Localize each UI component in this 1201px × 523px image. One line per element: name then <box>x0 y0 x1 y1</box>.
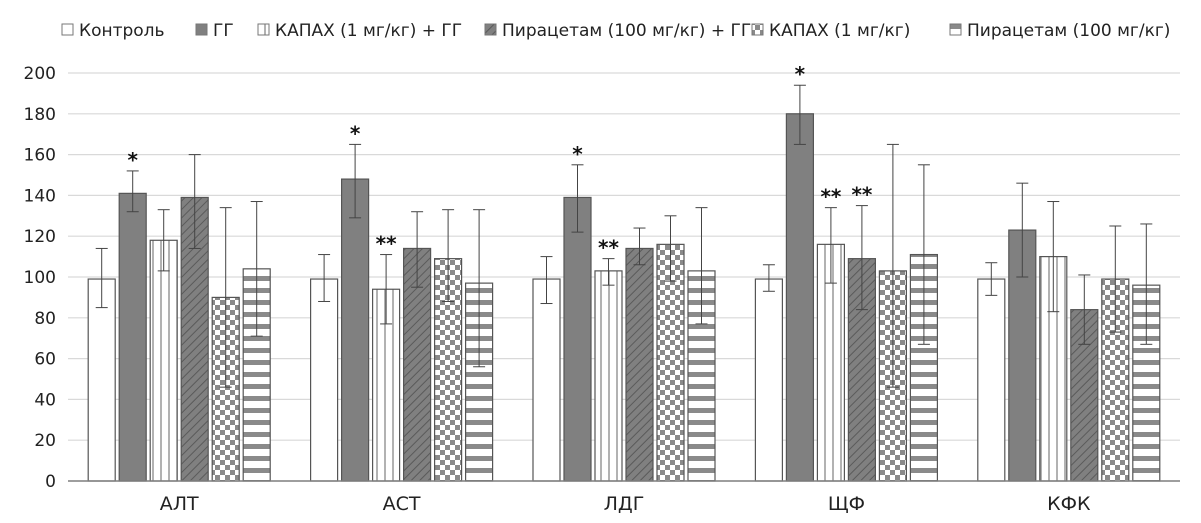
significance-mark: ** <box>820 185 841 209</box>
legend-label: Пирацетам (100 мг/кг) <box>967 21 1170 41</box>
legend-swatch-horizontal <box>949 23 962 36</box>
bar <box>563 196 592 482</box>
bar <box>625 247 654 482</box>
bar <box>118 192 147 482</box>
bar-group-2: *** <box>532 142 716 482</box>
legend-swatch-diagonal <box>484 23 497 36</box>
significance-mark: ** <box>851 183 872 207</box>
y-tick-label: 160 <box>24 146 56 166</box>
legend-swatch-solid <box>195 23 208 36</box>
legend-label: Контроль <box>79 21 165 41</box>
legend-label: КАПАХ (1 мг/кг) + ГГ <box>275 21 462 41</box>
y-tick-label: 40 <box>34 390 56 410</box>
legend-label: ГГ <box>213 21 234 41</box>
bar <box>594 270 623 482</box>
bar <box>341 178 370 482</box>
bar <box>310 278 339 482</box>
y-tick-label: 120 <box>24 227 56 247</box>
y-tick-label: 100 <box>24 268 56 288</box>
bar <box>785 113 815 482</box>
bar <box>754 278 784 482</box>
bar-group-4 <box>977 182 1161 482</box>
y-tick-label: 140 <box>24 186 56 206</box>
significance-mark: ** <box>376 232 397 256</box>
significance-mark: * <box>127 148 138 172</box>
legend: Контроль ГГ КАПАХ (1 мг/кг) + ГГ Пирацетам … <box>61 21 1170 41</box>
y-tick-label: 180 <box>24 105 56 125</box>
legend-swatch-vertical <box>257 23 270 36</box>
x-axis: АЛТ АСТ ЛДГ ЩФ КФК <box>68 480 1180 515</box>
y-tick-label: 80 <box>34 309 56 329</box>
bar <box>1132 284 1161 482</box>
significance-mark: * <box>350 121 361 145</box>
x-category-label: АЛТ <box>160 493 199 515</box>
legend-swatch-checker <box>751 23 764 36</box>
y-tick-label: 0 <box>45 472 56 492</box>
bar <box>532 278 561 482</box>
bar <box>977 278 1006 482</box>
legend-label: КАПАХ (1 мг/кг) <box>769 21 910 41</box>
y-tick-label: 200 <box>24 64 56 84</box>
x-category-label: ЩФ <box>828 493 865 515</box>
legend-label: Пирацетам (100 мг/кг) + ГГ <box>502 21 751 41</box>
y-tick-label: 20 <box>34 431 56 451</box>
x-category-label: КФК <box>1047 493 1091 515</box>
bar-group-1: *** <box>310 121 494 482</box>
x-category-label: ЛДГ <box>604 493 645 515</box>
bar <box>816 243 846 482</box>
y-tick-label: 60 <box>34 350 56 370</box>
bar-group-0: * <box>87 148 271 482</box>
bar <box>149 239 178 482</box>
bars: ********** ** <box>87 62 1161 482</box>
significance-mark: * <box>795 62 806 86</box>
significance-mark: * <box>572 142 583 166</box>
legend-swatch-none <box>61 23 74 36</box>
significance-mark: ** <box>598 236 619 260</box>
bar <box>87 278 116 482</box>
bar-group-3: *** ** <box>754 62 939 482</box>
y-axis: 0 20 40 60 80 100 120 140 160 180 200 <box>24 64 56 492</box>
x-category-label: АСТ <box>383 493 421 515</box>
